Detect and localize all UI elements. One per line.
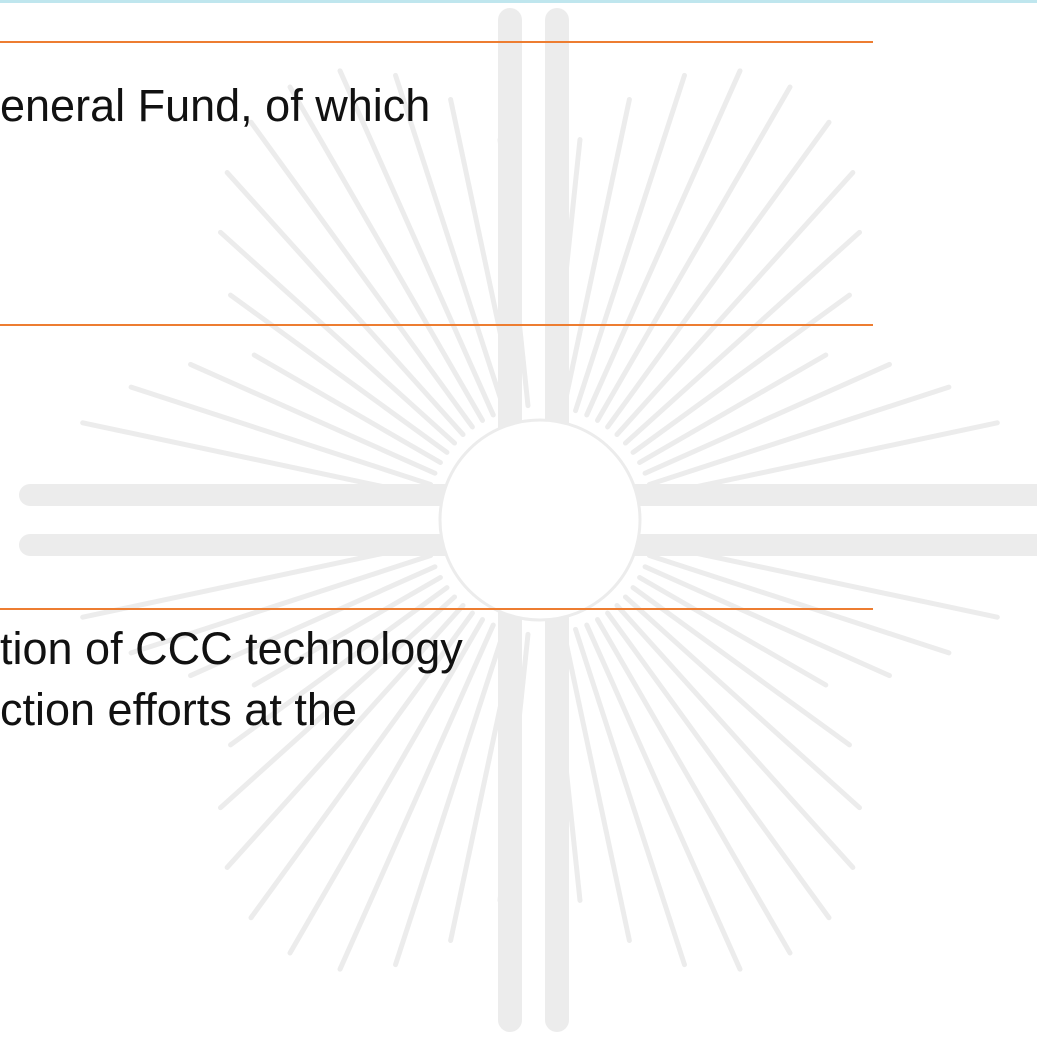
paragraph-text: eneral Fund, of which bbox=[0, 80, 430, 131]
sun-disc bbox=[440, 420, 640, 620]
paragraph-text: ction efforts at the bbox=[0, 684, 357, 735]
paragraph-text: tion of CCC technology bbox=[0, 623, 463, 674]
slide: eneral Fund, of which tion of CCC techno… bbox=[0, 0, 1037, 1038]
